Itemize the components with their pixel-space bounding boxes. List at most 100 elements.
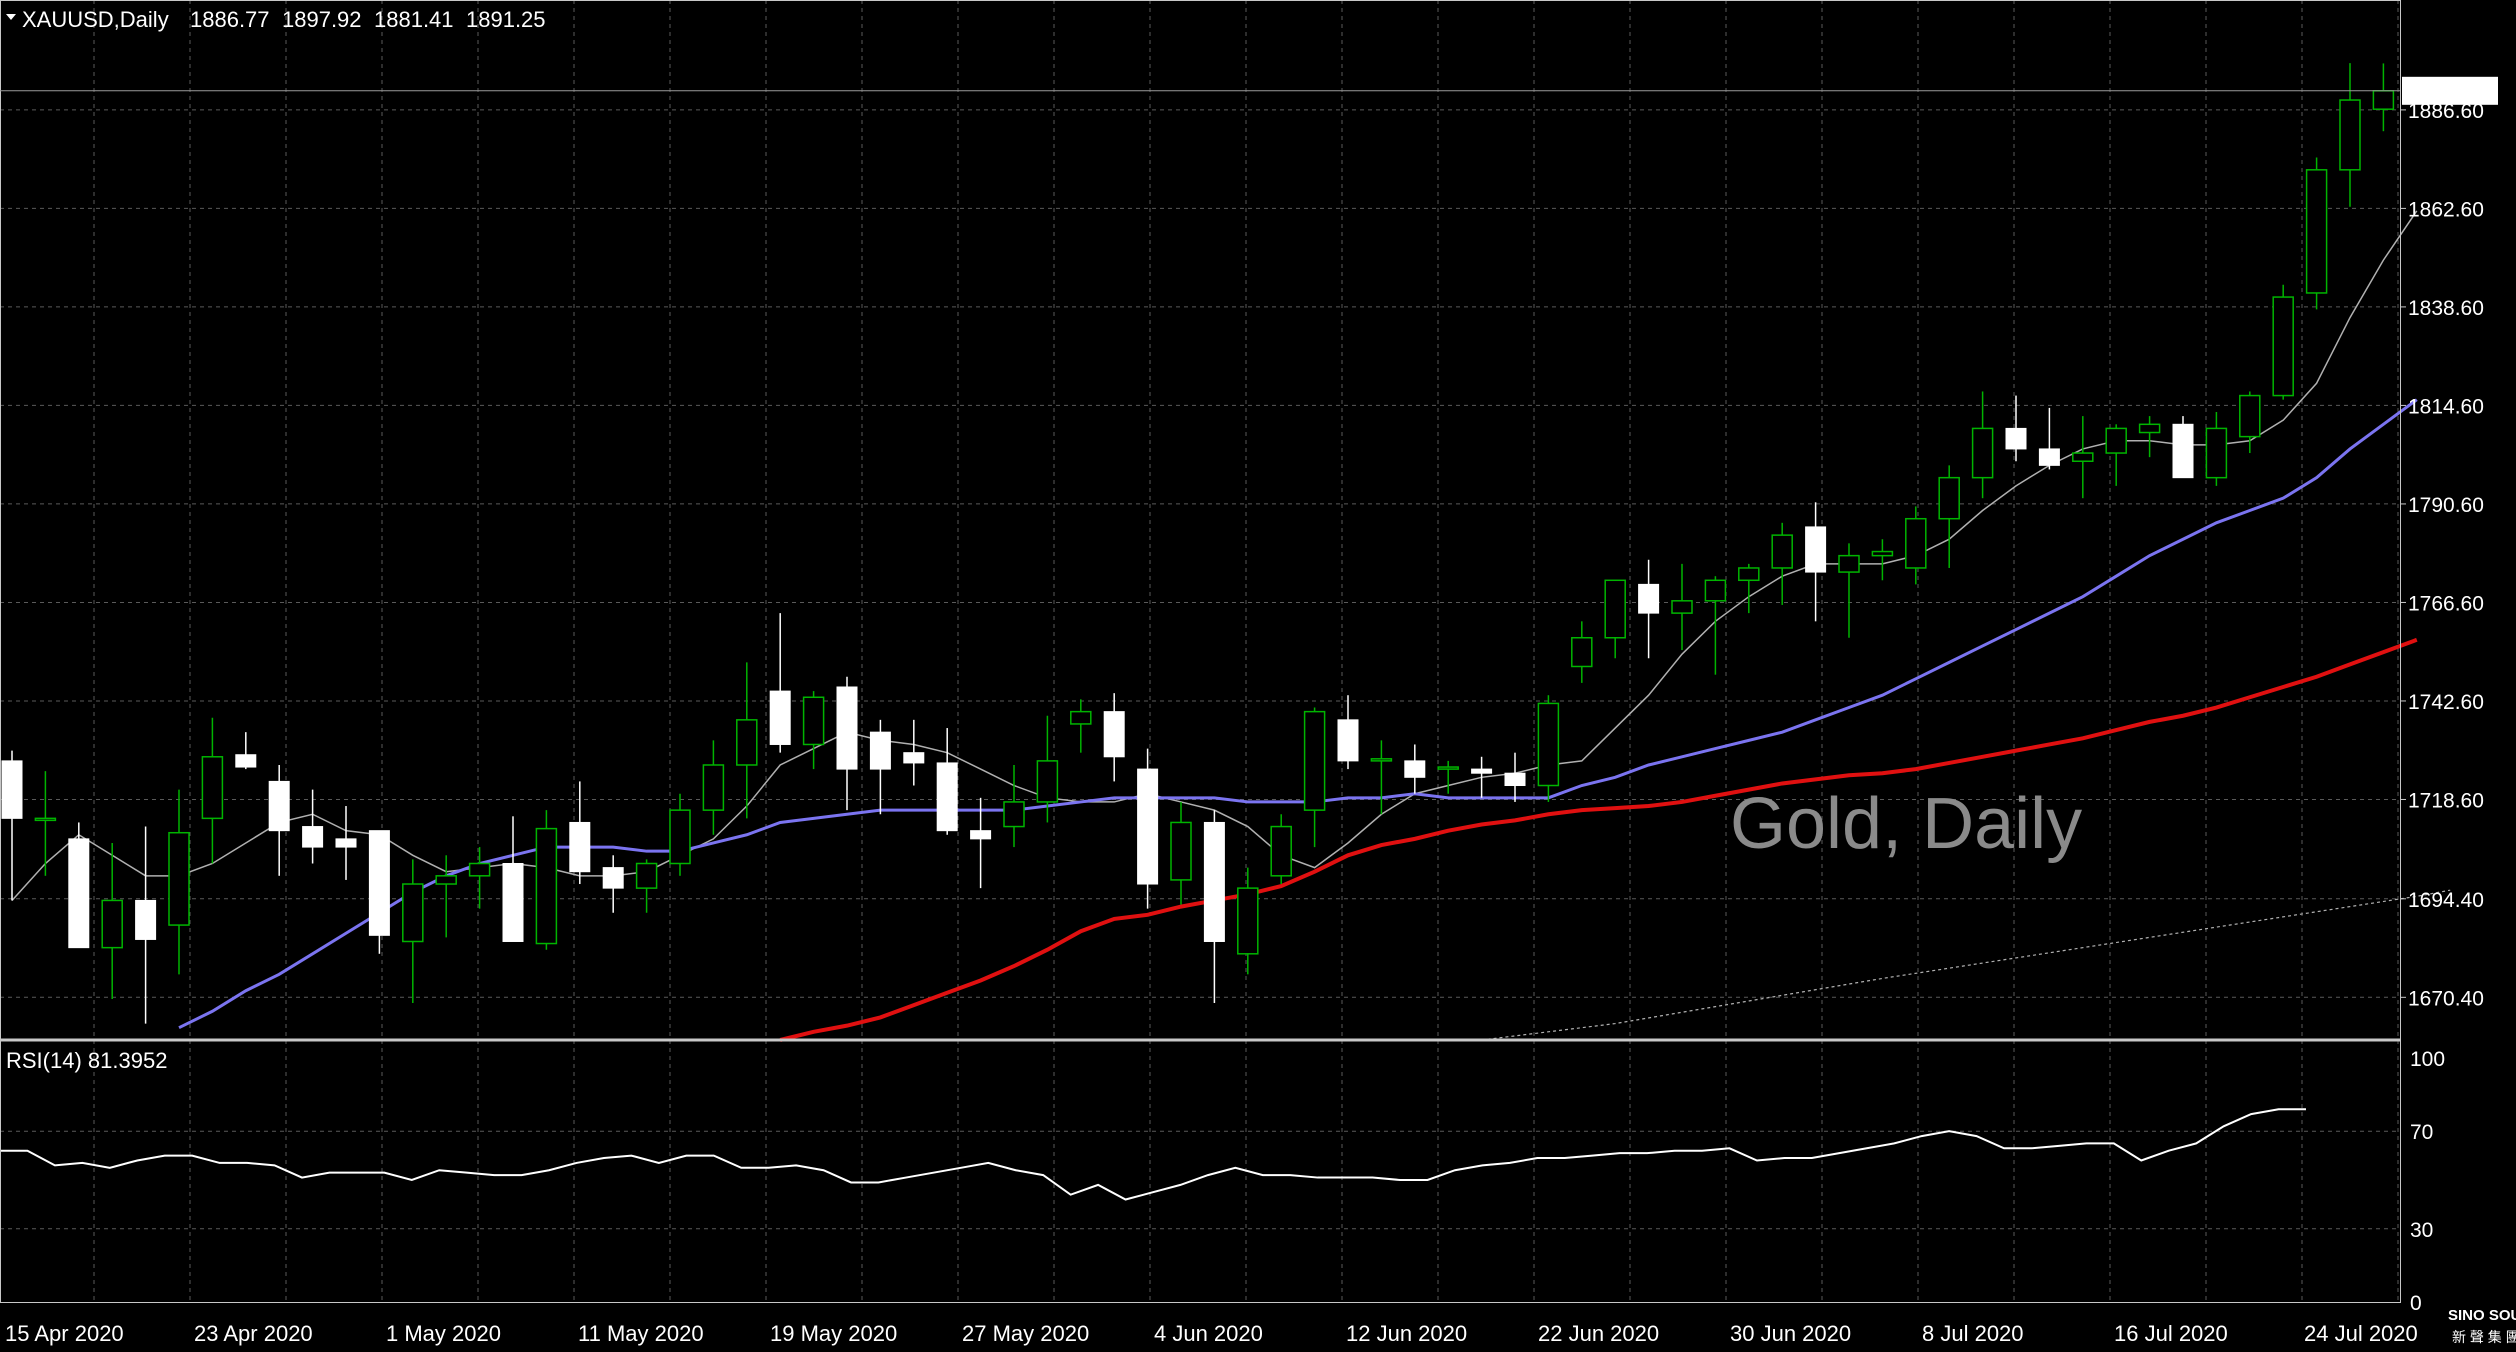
candle-body-bull <box>1070 710 1092 725</box>
candle-body-bear <box>1805 526 1827 573</box>
candle-body-bull <box>1170 821 1192 881</box>
rsi-label: RSI(14) 81.3952 <box>6 1048 167 1073</box>
candle-body-bear <box>2172 423 2194 479</box>
candle-body-bear <box>970 830 992 840</box>
rsi-panel <box>0 1108 2306 1201</box>
candle-body-bear <box>235 754 257 768</box>
candle-body-bull <box>1771 534 1793 569</box>
chart-frame <box>0 0 2401 1303</box>
candle-body-bull <box>468 862 491 877</box>
candle-body-bull <box>1036 760 1059 803</box>
date-tick-label: 23 Apr 2020 <box>194 1321 313 1346</box>
candle-body-bull <box>2072 452 2094 462</box>
price-tick-label: 1790.60 <box>2408 494 2484 517</box>
watermark-title: Gold, Daily <box>1730 784 2082 864</box>
candle-body-bull <box>168 831 190 926</box>
low-value: 1881.41 <box>374 7 454 32</box>
candle-body-bear <box>1404 760 1426 778</box>
price-tick-label: 1742.60 <box>2408 691 2484 714</box>
candle-body-bear <box>1638 583 1660 614</box>
candle-body-bull <box>1871 550 1894 557</box>
price-tick-label: 1838.60 <box>2408 297 2484 320</box>
price-tick-label: 1766.60 <box>2408 592 2484 615</box>
candle-body-bear <box>903 752 925 764</box>
candle-body-bull <box>1437 766 1459 770</box>
candle-body-bull <box>1738 567 1760 582</box>
candle-body-bull <box>1938 476 1960 520</box>
rsi-tick-label: 0 <box>2410 1292 2422 1315</box>
price-tick-label: 1862.60 <box>2408 198 2484 221</box>
date-tick-label: 30 Jun 2020 <box>1730 1321 1851 1346</box>
price-tick-label: 1670.40 <box>2408 987 2484 1010</box>
candle-body-bear <box>368 830 390 936</box>
candle-body-bull <box>1838 554 1860 573</box>
candle-body-bull <box>1537 702 1560 787</box>
candle-body-bear <box>602 867 624 889</box>
candle-body-bull <box>669 809 691 865</box>
logo-line2: 新 聲 集 團 <box>2452 1329 2516 1345</box>
candle-body-bear <box>1137 768 1159 885</box>
candle-body-bear <box>1504 772 1526 787</box>
date-tick-label: 16 Jul 2020 <box>2114 1321 2228 1346</box>
current-price-label: 1891.25 <box>2408 81 2484 104</box>
logo-line1: SINO SOUND <box>2448 1307 2516 1324</box>
candle-body-bear <box>268 780 290 832</box>
date-tick-label: 8 Jul 2020 <box>1922 1321 2024 1346</box>
current-price-badge <box>2402 76 2498 105</box>
rsi-line <box>0 1108 2306 1201</box>
candle-body-bull <box>635 862 658 889</box>
candle-body-bull <box>34 817 57 822</box>
price-tick-label: 1694.40 <box>2408 889 2484 912</box>
ma-long-line <box>1481 889 2451 1041</box>
candle-body-bull <box>201 756 224 820</box>
date-tick-label: 19 May 2020 <box>770 1321 897 1346</box>
candle-body-bull <box>1270 825 1292 877</box>
candle-body-bull <box>2339 99 2361 171</box>
candle-body-bull <box>2205 427 2228 479</box>
candle-body-bear <box>1471 768 1493 774</box>
candle-body-bull <box>736 719 758 766</box>
candle-body-bull <box>1905 517 1927 569</box>
date-tick-label: 27 May 2020 <box>962 1321 1089 1346</box>
symbol-label: XAUUSD,Daily <box>22 7 169 32</box>
rsi-tick-label: 100 <box>2410 1048 2445 1071</box>
candle-body-bull <box>2305 169 2328 294</box>
candle-body-bear <box>335 838 357 848</box>
dropdown-triangle-icon[interactable] <box>6 14 16 20</box>
candle-body-bull <box>1571 636 1593 668</box>
candle-body-bull <box>2105 427 2127 454</box>
candle-body-bull <box>1971 427 1994 479</box>
candle-body-bull <box>1604 579 1626 639</box>
date-tick-label: 12 Jun 2020 <box>1346 1321 1467 1346</box>
candle-body-bull <box>1237 887 1259 955</box>
candle-body-bull <box>1370 758 1393 762</box>
candle-body-bull <box>2239 394 2261 438</box>
date-tick-label: 4 Jun 2020 <box>1154 1321 1263 1346</box>
candle-body-bear <box>302 826 324 848</box>
ma-slow-line <box>779 637 2418 1042</box>
candle-body-bear <box>2005 427 2027 450</box>
high-value: 1897.92 <box>282 7 362 32</box>
candle-body-bull <box>1704 579 1727 602</box>
candle-body-bull <box>2138 423 2161 434</box>
candle-body-bear <box>2038 448 2060 466</box>
candle-body-bear <box>1337 719 1359 762</box>
candle-body-bull <box>101 899 123 949</box>
grid <box>0 0 2400 1302</box>
candle-body-bear <box>1 760 23 819</box>
candle-body-bull <box>1303 710 1326 811</box>
date-tick-label: 15 Apr 2020 <box>5 1321 124 1346</box>
candle-body-bull <box>1671 600 1693 614</box>
open-value: 1886.77 <box>190 7 270 32</box>
candle-body-bear <box>769 690 791 745</box>
candle-body-bear <box>68 838 90 949</box>
candle-body-bear <box>869 731 891 770</box>
candle-body-bull <box>1003 801 1025 828</box>
rsi-tick-label: 30 <box>2410 1219 2433 1242</box>
candle-body-bear <box>502 863 524 942</box>
candle-body-bear <box>836 686 858 770</box>
candle-body-bull <box>2372 90 2395 110</box>
candle-body-bull <box>2272 296 2294 397</box>
